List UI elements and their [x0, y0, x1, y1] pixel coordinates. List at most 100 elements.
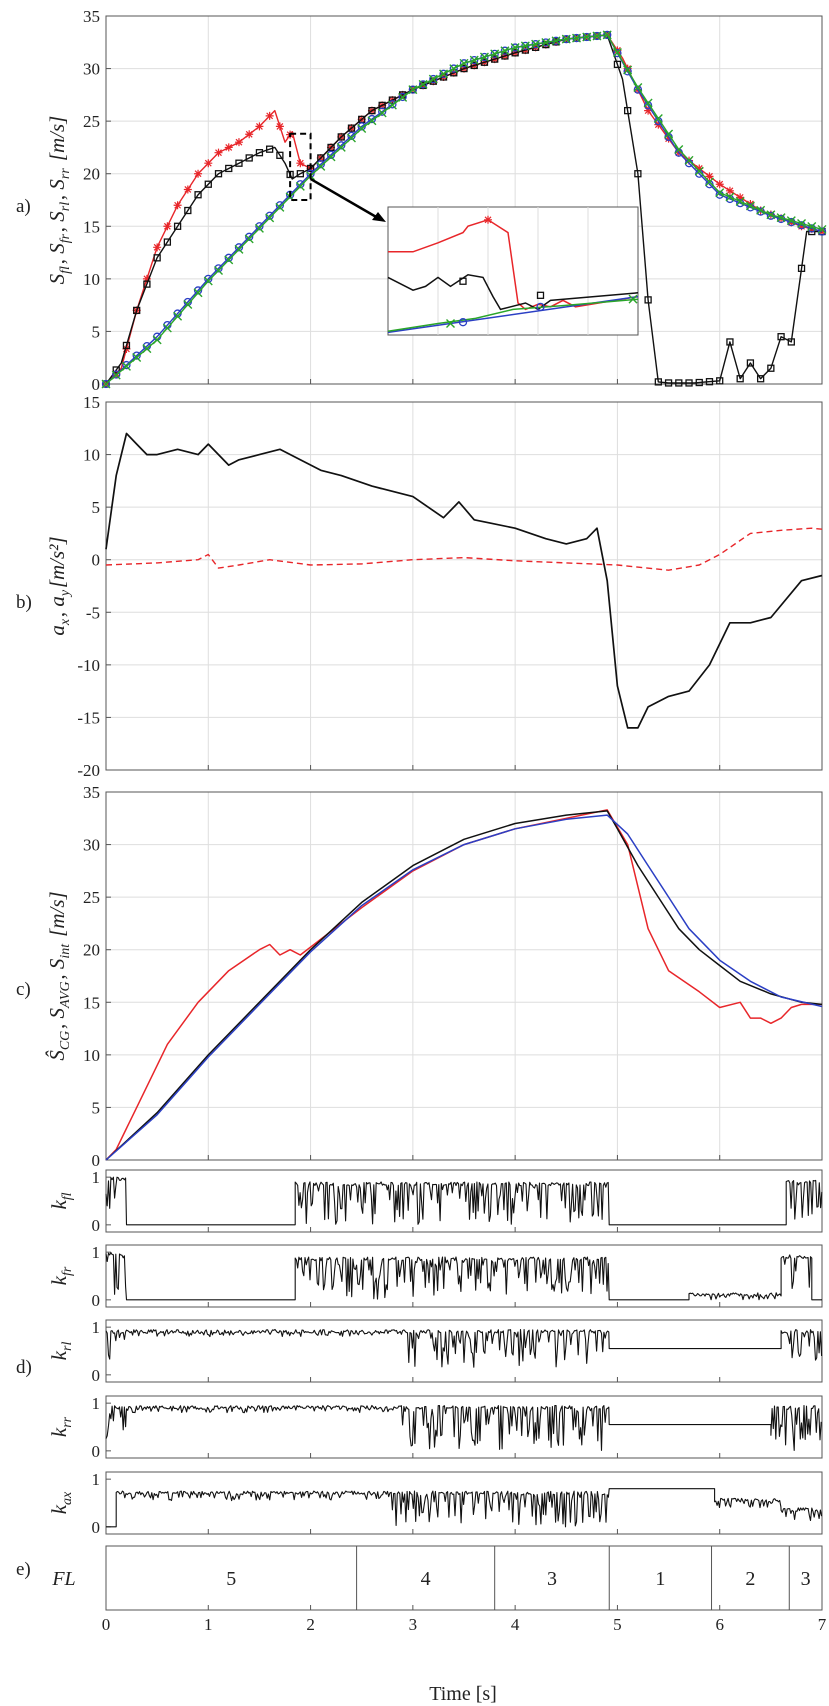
inset: [387, 206, 639, 336]
panel-a-marker-blue: [490, 49, 499, 59]
panel-a-marker-green: [418, 79, 428, 89]
panel-a-marker-black: [644, 296, 652, 304]
panel-a-marker-green: [592, 31, 602, 41]
panel-d-k2-axes: 01: [92, 1318, 823, 1385]
panel-b-axes-ytick-label: 5: [92, 498, 101, 517]
panel-a-marker-black: [797, 264, 806, 272]
panel-a-marker-green: [398, 92, 408, 102]
panel-a-marker-green: [674, 145, 684, 155]
panel-a-axes-ytick-label: 25: [83, 112, 100, 131]
panel-a-marker-red: [173, 201, 182, 210]
x-tick-label: 7: [818, 1615, 827, 1634]
panel-a-marker-green: [428, 74, 438, 84]
panel-a-marker-blue: [623, 67, 632, 76]
panel-a-marker-blue: [316, 160, 325, 169]
panel-a-marker-red: [797, 222, 806, 231]
panel-a-marker-blue: [265, 211, 274, 220]
panel-a-marker-blue: [255, 222, 264, 231]
panel-a-marker-green: [193, 288, 203, 298]
inset-marker-green: [446, 318, 455, 328]
panel-a-marker-red: [214, 148, 223, 157]
panel-a-marker-black: [654, 378, 662, 386]
panel-a-marker-green: [602, 30, 612, 40]
panel-a-marker-green: [694, 166, 704, 176]
panel-d-k4-ylabel: kax: [47, 1491, 75, 1514]
panel-a-marker-red: [194, 169, 203, 178]
panel-a-marker-green: [234, 244, 244, 254]
panel-b-ylabel: ax , ay [m/s²]: [45, 536, 73, 635]
panel-d-k1-ylabel: kfr: [47, 1266, 75, 1285]
panel-c-axes-ytick-label: 25: [83, 888, 100, 907]
panel-a-marker-blue: [296, 180, 305, 189]
panel-a-marker-black: [153, 254, 161, 262]
zoom-box: [289, 132, 312, 201]
panel-a-marker-green: [582, 32, 592, 42]
panel-a-marker-green: [346, 133, 356, 143]
panel-a-marker-black: [705, 378, 714, 386]
panel-a-marker-green: [807, 222, 817, 231]
panel-a-marker-red: [245, 130, 254, 139]
panel-b-series-black: [105, 432, 823, 729]
panel-e-cell-label: 5: [226, 1568, 236, 1590]
panel-a-marker-green: [531, 39, 541, 49]
panel-a-marker-black: [143, 280, 151, 288]
panel-b-axes-ytick-label: -20: [77, 761, 100, 780]
panel-d-k1-axes-box: [105, 1244, 823, 1308]
panel-a-marker-black: [163, 238, 172, 246]
panel-a-marker-blue: [326, 150, 336, 159]
panel-label-b: b): [16, 592, 32, 613]
x-tick-label: 6: [715, 1615, 724, 1634]
panel-a-marker-black: [184, 206, 192, 215]
panel-a-axes-ytick-label: 35: [83, 7, 100, 26]
panel-a-marker-black: [746, 359, 755, 367]
panel-a-marker-red: [296, 159, 305, 168]
panel-a-marker-black: [245, 154, 253, 162]
panel-a-marker-black: [460, 64, 468, 73]
panel-a-axes-ytick-label: 15: [83, 217, 100, 236]
panel-a-marker-green: [224, 255, 234, 265]
panel-a-marker-red: [265, 111, 274, 120]
panel-a-marker-blue: [398, 92, 407, 102]
panel-a-marker-black: [716, 377, 724, 385]
panel-a-marker-blue: [367, 114, 377, 124]
panel-a-marker-red: [142, 274, 151, 283]
panel-a-marker-black: [491, 55, 499, 63]
panel-c-axes-ytick-label: 5: [92, 1098, 101, 1117]
panel-d-k4-series: [106, 1488, 823, 1528]
panel-a-marker-red: [234, 138, 243, 147]
panel-a-marker-green: [459, 58, 469, 68]
panel-a-marker-green: [500, 46, 510, 56]
panel-e-cell-label: 2: [745, 1568, 755, 1590]
panel-a-marker-red: [705, 172, 714, 181]
panel-a-marker-black: [480, 58, 489, 66]
x-tick-label: 0: [102, 1615, 111, 1634]
panel-a-marker-green: [541, 38, 551, 47]
panel-a-marker-blue: [204, 274, 213, 284]
x-axis-label: Time [s]: [429, 1683, 497, 1705]
inset-marker-blue: [458, 318, 468, 327]
panel-d-k0-ylabel: kfl: [47, 1192, 75, 1209]
panel-b-axes-ytick-label: 0: [92, 551, 101, 570]
panel-d-k0-axes-ytick-label: 0: [92, 1216, 101, 1235]
panel-a-marker-black: [173, 222, 182, 230]
panel-a-marker-black: [736, 375, 744, 383]
panel-a-marker-green: [551, 36, 561, 46]
panel-a-marker-black: [388, 96, 397, 104]
panel-a-axes-ytick-label: 30: [83, 60, 100, 79]
panel-d-k2-axes-ytick-label: 1: [92, 1318, 101, 1337]
panel-a-marker-green: [265, 213, 275, 223]
panel-a-marker-black: [296, 170, 304, 178]
panel-a-marker-green: [254, 223, 264, 233]
panel-a-marker-green: [132, 353, 142, 362]
panel-a-marker-blue: [347, 131, 356, 141]
panel-e-cell-label: 3: [801, 1568, 811, 1590]
panel-e-cell-label: 3: [547, 1568, 557, 1590]
panel-a-marker-red: [715, 180, 724, 189]
panel-a-marker-green: [275, 202, 285, 212]
panel-a-marker-black: [368, 106, 376, 115]
panel-d-k0-axes-ytick-label: 1: [92, 1168, 101, 1187]
panel-a-marker-green: [520, 41, 530, 51]
panel-a-marker-green: [623, 65, 633, 75]
panel-c-axes-ytick-label: 15: [83, 993, 100, 1012]
panel-a-marker-green: [162, 323, 172, 333]
